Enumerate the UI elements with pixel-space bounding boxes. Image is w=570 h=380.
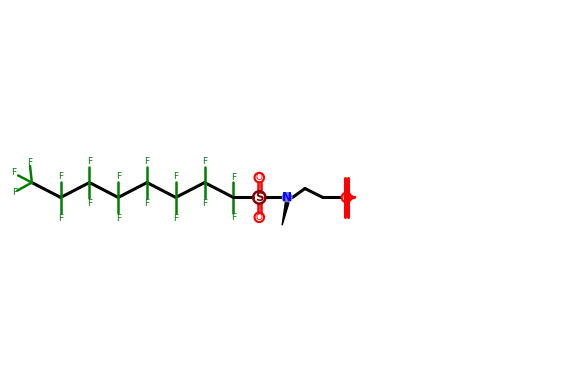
Text: F: F — [116, 172, 121, 181]
Text: F: F — [87, 199, 92, 208]
Text: O: O — [343, 193, 350, 202]
Circle shape — [282, 192, 292, 203]
Text: F: F — [144, 199, 149, 208]
Text: F: F — [173, 214, 178, 223]
Text: F: F — [116, 214, 121, 223]
Text: F: F — [12, 188, 17, 197]
Text: F: F — [11, 168, 16, 177]
Text: O: O — [256, 213, 263, 222]
Text: F: F — [173, 172, 178, 181]
Text: O: O — [256, 173, 263, 182]
Text: F: F — [27, 158, 32, 167]
Text: F: F — [87, 157, 92, 166]
Text: N: N — [282, 191, 292, 204]
Text: F: F — [58, 214, 63, 223]
Text: F: F — [202, 157, 207, 166]
Text: F: F — [231, 213, 236, 222]
Polygon shape — [282, 203, 289, 225]
Text: F: F — [202, 199, 207, 208]
Text: F: F — [231, 173, 236, 182]
Text: F: F — [144, 157, 149, 166]
Text: S: S — [255, 191, 263, 204]
Text: F: F — [58, 172, 63, 181]
